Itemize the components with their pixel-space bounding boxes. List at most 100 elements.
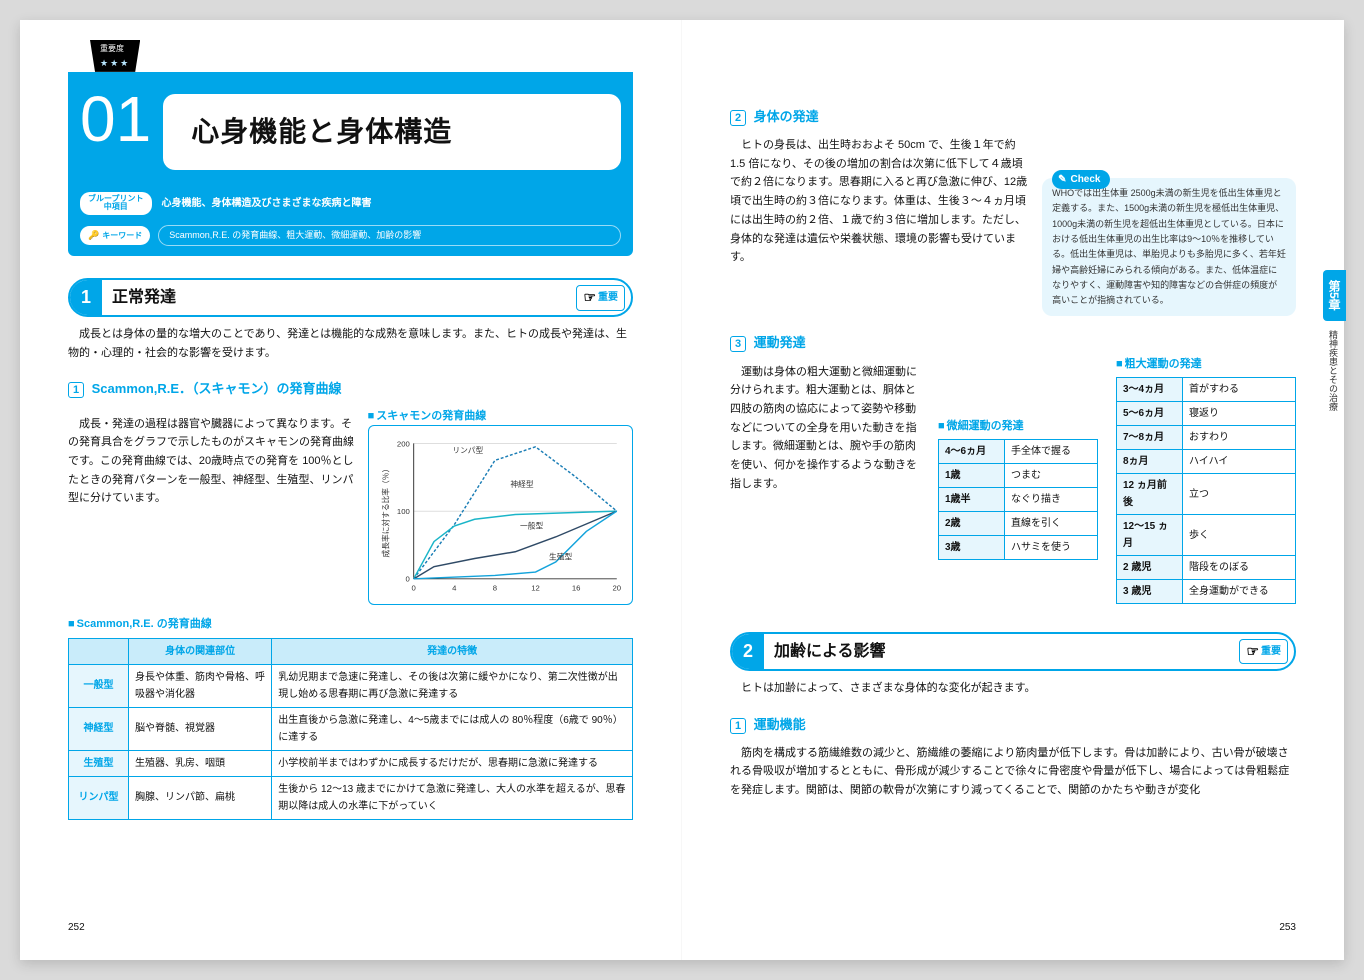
- svg-text:（歳）: （歳）: [620, 583, 626, 593]
- subhead-1: 1 Scammon,R.E．（スキャモン）の発育曲線: [68, 378, 633, 400]
- svg-text:16: 16: [571, 584, 580, 593]
- table-row: 3～4ヵ月首がすわる: [1117, 378, 1296, 402]
- page-left: 重要度 ★★★ 01 心身機能と身体構造 ブループリント 中項目 心身機能、身体…: [20, 20, 682, 960]
- subhead-3: 3 運動発達: [730, 332, 1296, 354]
- table-row: 2歳直線を引く: [939, 512, 1098, 536]
- subhead-2: 2 身体の発達: [730, 106, 1296, 128]
- subnum: 1: [68, 382, 84, 398]
- section-heading-1: 1 正常発達 重要: [68, 278, 633, 317]
- table-cell: 12～15 ヵ月: [1117, 515, 1183, 556]
- subtitle: 運動機能: [754, 717, 806, 732]
- table-cell: 8ヵ月: [1117, 450, 1183, 474]
- svg-text:神経型: 神経型: [510, 479, 533, 489]
- subtitle: 身体の発達: [754, 109, 819, 124]
- sub1-two-col: 成長・発達の過程は器官や臓器によって異なります。その発育具合をグラフで示したもの…: [68, 407, 633, 606]
- page-number-right: 253: [1279, 919, 1296, 936]
- svg-text:一般型: 一般型: [520, 521, 543, 531]
- chapter-banner: 01 心身機能と身体構造: [68, 72, 633, 186]
- svg-text:0: 0: [411, 584, 415, 593]
- section-title: 加齢による影響: [764, 638, 1239, 665]
- table-row: 12 ヵ月前後立つ: [1117, 474, 1296, 515]
- table-cell: つまむ: [1005, 464, 1098, 488]
- row-head: 神経型: [69, 707, 129, 750]
- importance-stars: ★★★: [100, 58, 130, 68]
- table-row: 7～8ヵ月おすわり: [1117, 426, 1296, 450]
- section-heading-2: 2 加齢による影響 重要: [730, 632, 1296, 671]
- table-cell: ハサミを使う: [1005, 536, 1098, 560]
- table-cell: 胸腺、リンパ節、扁桃: [129, 776, 272, 819]
- chapter-number: 01: [80, 94, 151, 145]
- section-title: 正常発達: [102, 284, 576, 311]
- table-cell: 1歳: [939, 464, 1005, 488]
- svg-text:12: 12: [531, 584, 540, 593]
- table-cell: 2 歳児: [1117, 556, 1183, 580]
- chapter-tab: 第5章: [1323, 270, 1346, 321]
- table-row: 生殖型生殖器、乳房、咽頭小学校前半まではわずかに成長するだけだが、思春期に急激に…: [69, 750, 633, 776]
- table-row: 8ヵ月ハイハイ: [1117, 450, 1296, 474]
- table-cell: 出生直後から急激に発達し、4～5歳までには成人の 80％程度（6歳で 90％）に…: [272, 707, 633, 750]
- table-cell: 首がすわる: [1183, 378, 1296, 402]
- important-badge: 重要: [1239, 639, 1288, 665]
- table-cell: 12 ヵ月前後: [1117, 474, 1183, 515]
- important-badge: 重要: [576, 285, 625, 311]
- table-cell: 乳幼児期まで急速に発達し、その後は次第に緩やかになり、第二次性徴が出現し始める思…: [272, 664, 633, 707]
- table-row: 12～15 ヵ月歩く: [1117, 515, 1296, 556]
- table-cell: ハイハイ: [1183, 450, 1296, 474]
- sub4-para: 筋肉を構成する筋繊維数の減少と、筋繊維の萎縮により筋肉量が低下します。骨は加齢に…: [730, 744, 1296, 800]
- table-cell: 3～4ヵ月: [1117, 378, 1183, 402]
- table-cell: 身長や体重、筋肉や骨格、呼吸器や消化器: [129, 664, 272, 707]
- table-row: リンパ型胸腺、リンパ節、扁桃生後から 12～13 歳までにかけて急激に発達し、大…: [69, 776, 633, 819]
- table-header: 身体の関連部位: [129, 638, 272, 664]
- scammon-table-caption: Scammon,R.E. の発育曲線: [68, 615, 633, 634]
- page-right: 2 身体の発達 ヒトの身長は、出生時おおよそ 50cm で、生後１年で約 1.5…: [682, 20, 1344, 960]
- sub2-para: ヒトの身長は、出生時おおよそ 50cm で、生後１年で約 1.5 倍になり、その…: [730, 136, 1028, 267]
- sec2-para: ヒトは加齢によって、さまざまな身体的な変化が起きます。: [730, 679, 1296, 698]
- table-cell: 5～6ヵ月: [1117, 402, 1183, 426]
- subtitle: Scammon,R.E．（スキャモン）の発育曲線: [92, 381, 342, 396]
- chapter-title-box: 心身機能と身体構造: [163, 94, 621, 170]
- sub3-layout: 運動は身体の粗大運動と微細運動に分けられます。粗大運動とは、胴体と四肢の筋肉の協…: [730, 355, 1296, 605]
- blueprint-text: 心身機能、身体構造及びさまざまな疾病と障害: [162, 195, 372, 212]
- gross-caption: 粗大運動の発達: [1116, 355, 1296, 374]
- table-cell: 3歳: [939, 536, 1005, 560]
- sub1-para: 成長・発達の過程は器官や臓器によって異なります。その発育具合をグラフで示したもの…: [68, 415, 356, 508]
- table-row: 3歳ハサミを使う: [939, 536, 1098, 560]
- fine-caption: 微細運動の発達: [938, 417, 1098, 436]
- svg-text:4: 4: [452, 584, 457, 593]
- importance-label: 重要度: [100, 44, 124, 53]
- keyword-row: キーワード Scammon,R.E. の発育曲線、粗大運動、微細運動、加齢の影響: [68, 221, 633, 256]
- table-header: [69, 638, 129, 664]
- section-num: 2: [732, 634, 764, 669]
- page-number-left: 252: [68, 919, 85, 936]
- keyword-text: Scammon,R.E. の発育曲線、粗大運動、微細運動、加齢の影響: [158, 225, 621, 246]
- chart-caption: スキャモンの発育曲線: [368, 407, 633, 426]
- table-cell: 全身運動ができる: [1183, 580, 1296, 604]
- table-cell: 寝返り: [1183, 402, 1296, 426]
- svg-text:200: 200: [396, 440, 409, 449]
- table-cell: 生殖器、乳房、咽頭: [129, 750, 272, 776]
- subhead-4: 1 運動機能: [730, 714, 1296, 736]
- row-head: 一般型: [69, 664, 129, 707]
- chapter-title: 心身機能と身体構造: [191, 108, 593, 156]
- subnum: 1: [730, 718, 746, 734]
- table-row: 5～6ヵ月寝返り: [1117, 402, 1296, 426]
- table-row: 1歳つまむ: [939, 464, 1098, 488]
- table-cell: 手全体で握る: [1005, 440, 1098, 464]
- importance-tab: 重要度 ★★★: [90, 40, 140, 72]
- svg-text:リンパ型: リンパ型: [452, 446, 483, 455]
- table-row: 一般型身長や体重、筋肉や骨格、呼吸器や消化器乳幼児期まで急速に発達し、その後は次…: [69, 664, 633, 707]
- row-head: リンパ型: [69, 776, 129, 819]
- svg-text:100: 100: [396, 507, 409, 516]
- check-text: WHOでは出生体重 2500g未満の新生児を低出生体重児と定義する。また、150…: [1052, 188, 1286, 305]
- svg-text:生殖型: 生殖型: [549, 552, 572, 562]
- svg-text:8: 8: [492, 584, 496, 593]
- table-cell: 2歳: [939, 512, 1005, 536]
- table-cell: 小学校前半まではわずかに成長するだけだが、思春期に急激に発達する: [272, 750, 633, 776]
- table-row: 2 歳児階段をのぼる: [1117, 556, 1296, 580]
- check-tag: Check: [1052, 170, 1110, 189]
- subnum: 2: [730, 110, 746, 126]
- table-cell: 3 歳児: [1117, 580, 1183, 604]
- keyword-tag: キーワード: [80, 226, 150, 245]
- chapter-tab-label: 精神疾患とその治療: [1327, 330, 1340, 411]
- blueprint-row: ブループリント 中項目 心身機能、身体構造及びさまざまな疾病と障害: [68, 186, 633, 222]
